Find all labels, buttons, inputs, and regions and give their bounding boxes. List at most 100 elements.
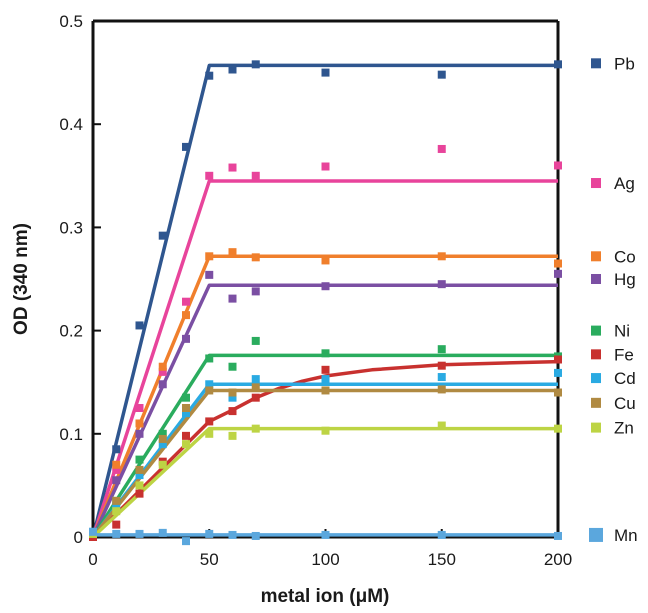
- data-point-cu: [205, 386, 214, 395]
- data-point-co: [251, 253, 260, 262]
- data-point-mn: [437, 530, 446, 539]
- data-point-hg: [112, 476, 121, 485]
- plot-area: [91, 19, 560, 539]
- data-point-hg: [135, 429, 144, 438]
- legend-label-cd: Cd: [614, 369, 636, 388]
- data-point-ni: [321, 349, 330, 358]
- data-point-ni: [182, 393, 190, 402]
- y-axis-ticks: 0 0.1 0.2 0.3 0.4 0.5: [59, 12, 101, 547]
- legend-marker-zn: [591, 422, 601, 433]
- data-point-cu: [135, 465, 144, 474]
- data-point-co: [205, 252, 214, 261]
- data-point-cd: [182, 409, 190, 418]
- data-point-co: [135, 419, 144, 428]
- data-point-ni: [158, 429, 167, 438]
- data-point-ag: [158, 367, 167, 376]
- data-point-mn: [205, 529, 214, 538]
- x-axis-title: metal ion (μM): [261, 586, 390, 607]
- data-point-hg: [554, 269, 562, 278]
- y-tick-label: 0.2: [59, 322, 83, 341]
- data-point-cu: [437, 385, 446, 394]
- legend-marker-ni: [591, 325, 601, 336]
- data-point-cd: [228, 393, 237, 402]
- data-point-ni: [437, 345, 446, 354]
- y-tick-label: 0.4: [59, 115, 83, 134]
- data-point-fe: [112, 520, 121, 529]
- data-point-zn: [321, 426, 330, 435]
- data-point-fe: [321, 365, 330, 374]
- data-point-ni: [135, 455, 144, 464]
- legend-label-co: Co: [614, 247, 636, 266]
- data-point-mn: [182, 537, 190, 546]
- data-point-zn: [554, 424, 562, 433]
- legend-marker-hg: [591, 274, 601, 284]
- data-point-zn: [228, 431, 237, 440]
- data-point-fe: [205, 417, 214, 426]
- legend-marker-co: [591, 251, 601, 262]
- data-point-co: [437, 252, 446, 261]
- data-point-fe: [251, 393, 260, 402]
- data-point-cu: [182, 404, 190, 412]
- data-point-fe: [182, 431, 190, 440]
- data-point-co: [112, 460, 121, 469]
- data-point-mn: [135, 529, 144, 538]
- data-point-pb: [182, 142, 190, 151]
- data-point-cd: [158, 440, 167, 449]
- data-point-cu: [228, 388, 237, 397]
- data-point-zn: [112, 507, 121, 516]
- data-point-zn: [251, 424, 260, 433]
- legend-label-zn: Zn: [614, 419, 634, 438]
- data-point-hg: [321, 282, 330, 291]
- data-point-pb: [112, 445, 121, 454]
- data-point-mn: [554, 531, 562, 540]
- data-point-cd: [251, 375, 260, 384]
- data-point-ni: [251, 336, 260, 345]
- data-point-hg: [251, 287, 260, 296]
- y-tick-label: 0.3: [59, 218, 83, 237]
- legend-marker-mn: [589, 527, 603, 542]
- data-point-fe: [437, 361, 446, 370]
- data-point-mn: [89, 527, 97, 536]
- data-point-pb: [135, 321, 144, 330]
- legend-marker-cd: [591, 373, 601, 384]
- y-tick-label: 0.5: [59, 12, 83, 31]
- x-tick-label: 100: [311, 550, 339, 569]
- data-point-pb: [228, 65, 237, 74]
- data-point-ag: [251, 171, 260, 180]
- data-point-ag: [437, 144, 446, 153]
- data-point-cd: [205, 380, 214, 389]
- data-point-pb: [158, 231, 167, 240]
- data-point-hg: [158, 380, 167, 389]
- data-point-zn: [182, 440, 190, 449]
- y-tick-label: 0: [74, 528, 83, 547]
- data-point-hg: [205, 270, 214, 279]
- legend-label-fe: Fe: [614, 345, 634, 364]
- data-point-cu: [158, 434, 167, 443]
- y-tick-label: 0.1: [59, 425, 83, 444]
- data-point-ag: [554, 161, 562, 170]
- y-axis-title: OD (340 nm): [11, 223, 32, 335]
- data-point-co: [228, 248, 237, 257]
- data-point-pb: [251, 60, 260, 69]
- data-point-mn: [228, 530, 237, 539]
- legend-label-pb: Pb: [614, 54, 635, 73]
- legend-label-ni: Ni: [614, 322, 630, 341]
- legend-label-hg: Hg: [614, 270, 636, 289]
- data-point-ag: [205, 171, 214, 180]
- data-point-pb: [554, 60, 562, 69]
- legend-label-ag: Ag: [614, 174, 635, 193]
- legend-marker-fe: [591, 349, 601, 360]
- data-point-hg: [437, 280, 446, 289]
- legend-marker-cu: [591, 397, 601, 408]
- data-point-co: [554, 259, 562, 268]
- data-point-zn: [158, 460, 167, 469]
- legend-label-mn: Mn: [614, 526, 638, 545]
- data-point-cd: [135, 471, 144, 480]
- data-point-fe: [228, 407, 237, 416]
- data-point-zn: [437, 421, 446, 430]
- x-tick-label: 0: [88, 550, 97, 569]
- data-point-pb: [321, 68, 330, 77]
- fit-line-co: [91, 254, 558, 538]
- data-point-ag: [112, 465, 121, 474]
